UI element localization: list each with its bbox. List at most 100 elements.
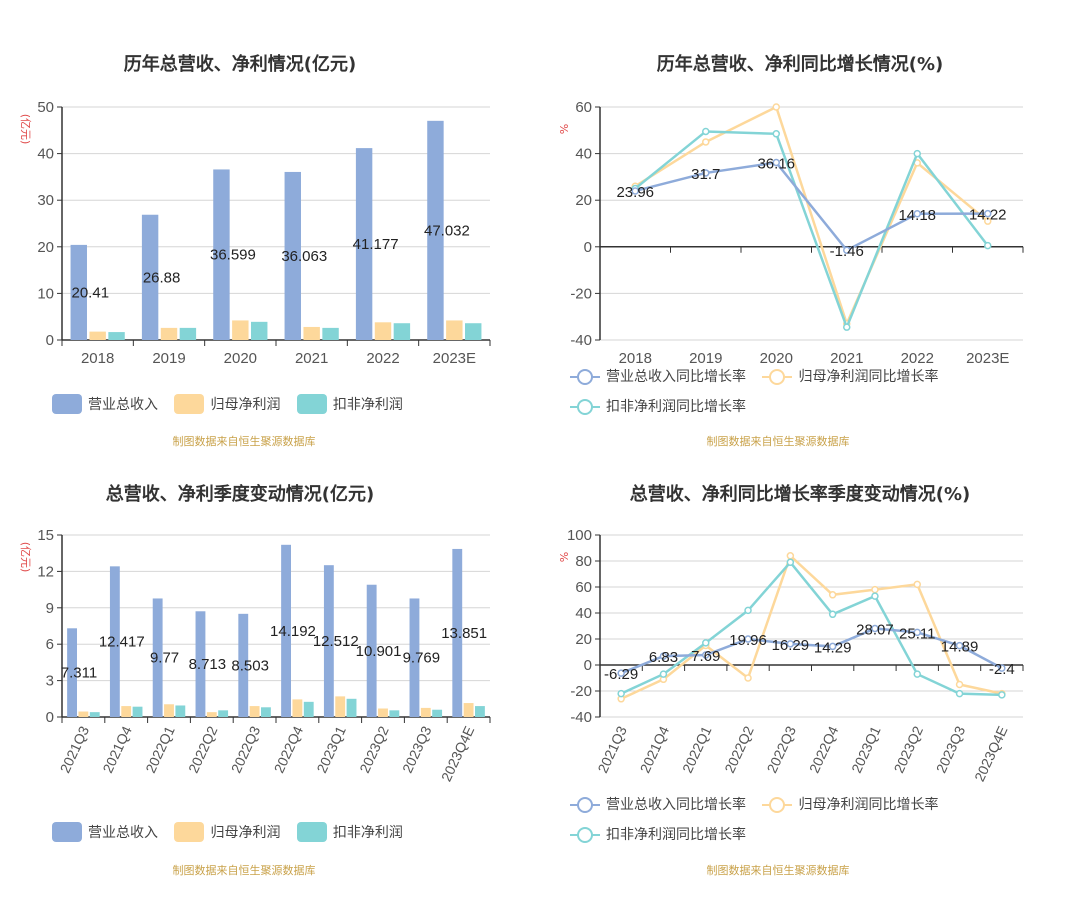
data-point[interactable] [617, 669, 625, 677]
data-point[interactable] [772, 158, 780, 167]
bar[interactable] [374, 322, 392, 340]
bar[interactable] [432, 709, 443, 717]
data-point[interactable] [828, 642, 837, 651]
bar[interactable] [303, 326, 320, 340]
data-point[interactable] [617, 689, 625, 698]
bar[interactable] [452, 548, 463, 717]
data-point[interactable] [786, 640, 795, 648]
legend-item-revenue-growth[interactable]: 营业总收入同比增长率 [570, 792, 746, 816]
series-line[interactable] [634, 161, 988, 252]
bar[interactable] [292, 699, 303, 717]
bar[interactable] [261, 707, 271, 717]
bar[interactable] [335, 696, 346, 717]
bar[interactable] [175, 705, 186, 717]
legend-item-net-profit[interactable]: 归母净利润 [174, 820, 280, 844]
series-line[interactable] [620, 560, 1002, 697]
legend-item-revenue[interactable]: 营业总收入 [52, 392, 158, 416]
bar[interactable] [281, 544, 291, 717]
bar[interactable] [232, 320, 249, 340]
bar[interactable] [427, 120, 444, 341]
series-line[interactable] [620, 627, 1003, 675]
data-point[interactable] [984, 241, 992, 250]
data-point[interactable] [871, 592, 879, 600]
bar[interactable] [322, 327, 339, 340]
data-point[interactable] [744, 635, 752, 643]
bar[interactable] [366, 584, 377, 717]
bar[interactable] [323, 565, 334, 717]
series-line[interactable] [620, 553, 1003, 700]
legend-item-deducted-profit-growth[interactable]: 扣非净利润同比增长率 [570, 394, 746, 418]
bar[interactable] [475, 706, 485, 717]
series-line[interactable] [634, 130, 989, 331]
bar[interactable] [378, 708, 388, 717]
data-point[interactable] [786, 552, 795, 560]
bar[interactable] [213, 169, 230, 340]
bar[interactable] [109, 566, 120, 717]
data-point[interactable] [659, 670, 668, 678]
data-point[interactable] [772, 130, 780, 138]
data-point[interactable] [828, 591, 837, 599]
data-point[interactable] [659, 652, 668, 660]
data-point[interactable] [913, 628, 921, 637]
bar[interactable] [303, 701, 314, 717]
bar[interactable] [152, 598, 163, 717]
data-point[interactable] [843, 246, 851, 254]
data-point[interactable] [843, 323, 851, 331]
data-point[interactable] [744, 674, 752, 682]
bar[interactable] [132, 706, 143, 717]
bar[interactable] [284, 171, 301, 340]
bar[interactable] [121, 706, 132, 717]
bar[interactable] [355, 148, 373, 340]
data-point[interactable] [828, 610, 837, 619]
series-line[interactable] [634, 105, 989, 328]
data-point[interactable] [871, 585, 879, 594]
bar[interactable] [89, 712, 100, 717]
data-point[interactable] [913, 149, 921, 158]
bar[interactable] [70, 244, 87, 340]
bar[interactable] [409, 598, 420, 717]
legend-item-revenue-growth[interactable]: 营业总收入同比增长率 [570, 364, 746, 388]
data-point[interactable] [955, 689, 964, 698]
data-point[interactable] [702, 127, 710, 136]
data-point[interactable] [702, 639, 710, 647]
data-point[interactable] [702, 138, 710, 146]
bar[interactable] [463, 703, 474, 717]
bar[interactable] [67, 628, 77, 717]
bar[interactable] [195, 611, 206, 717]
legend-item-net-profit-growth[interactable]: 归母净利润同比增长率 [762, 792, 938, 816]
bar[interactable] [346, 698, 357, 717]
bar[interactable] [446, 320, 463, 340]
bar[interactable] [160, 327, 178, 340]
data-point[interactable] [984, 209, 992, 218]
bar[interactable] [420, 707, 431, 717]
data-point[interactable] [984, 217, 992, 225]
legend-item-deducted-profit[interactable]: 扣非净利润 [296, 392, 403, 416]
legend-item-deducted-profit-growth[interactable]: 扣非净利润同比增长率 [570, 822, 746, 846]
bar[interactable] [206, 712, 217, 717]
bar[interactable] [179, 327, 197, 340]
bar[interactable] [89, 331, 106, 340]
bar[interactable] [393, 323, 411, 340]
data-point[interactable] [998, 664, 1006, 672]
bar[interactable] [251, 321, 268, 340]
data-point[interactable] [913, 580, 921, 589]
bar[interactable] [238, 613, 249, 717]
legend-item-deducted-profit[interactable]: 扣非净利润 [296, 820, 403, 844]
data-point[interactable] [702, 651, 710, 659]
data-point[interactable] [913, 210, 921, 218]
bar[interactable] [389, 710, 400, 717]
data-point[interactable] [955, 680, 964, 689]
data-point[interactable] [998, 691, 1006, 699]
bar[interactable] [218, 710, 229, 717]
bar[interactable] [108, 332, 125, 340]
bar[interactable] [164, 704, 174, 717]
data-point[interactable] [786, 558, 795, 567]
data-point[interactable] [772, 103, 780, 111]
data-point[interactable] [913, 670, 921, 678]
legend-item-revenue[interactable]: 营业总收入 [52, 820, 158, 844]
data-point[interactable] [955, 641, 964, 650]
bar[interactable] [141, 214, 159, 340]
data-point[interactable] [702, 169, 710, 177]
legend-item-net-profit[interactable]: 归母净利润 [174, 392, 280, 416]
bar[interactable] [249, 706, 260, 717]
